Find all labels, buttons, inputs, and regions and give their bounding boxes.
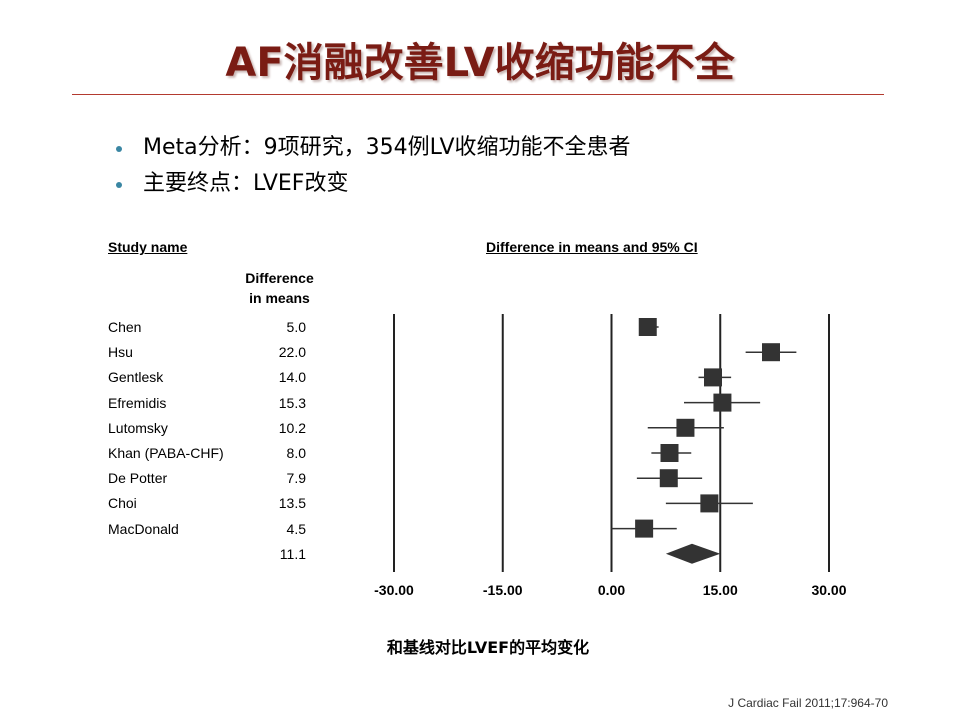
difference-value: 8.0 xyxy=(286,445,306,461)
effect-marker xyxy=(638,318,657,336)
title-divider xyxy=(72,94,884,95)
ci-header: Difference in means and 95% CI xyxy=(486,239,698,255)
citation: J Cardiac Fail 2011;17:964-70 xyxy=(728,696,888,710)
difference-header: Difference in means xyxy=(232,268,327,308)
difference-value: 15.3 xyxy=(278,394,306,411)
pooled-diamond xyxy=(665,543,721,564)
effect-marker xyxy=(659,469,678,488)
study-name: De Potter xyxy=(108,470,168,487)
difference-value: 10.2 xyxy=(278,419,306,436)
bullet-dot-icon xyxy=(116,182,122,188)
effect-marker xyxy=(635,519,654,538)
study-name: Gentlesk xyxy=(108,369,164,386)
difference-value: 5.0 xyxy=(286,319,306,335)
x-tick-label: -30.00 xyxy=(374,582,414,598)
bullet-dot-icon xyxy=(116,146,122,152)
study-name: Khan (PABA-CHF) xyxy=(108,445,224,461)
effect-marker xyxy=(713,393,732,412)
difference-value: 13.5 xyxy=(278,495,306,512)
x-tick-label: 30.00 xyxy=(811,582,846,598)
effect-marker xyxy=(660,444,679,462)
slide-title: AF消融改善LV收缩功能不全 xyxy=(225,40,735,86)
study-name: Hsu xyxy=(108,344,133,361)
pooled-difference-value: 11.1 xyxy=(279,545,306,562)
chart-caption: 和基线对比LVEF的平均变化 xyxy=(386,638,590,657)
effect-marker xyxy=(700,494,719,513)
difference-header-line2: in means xyxy=(249,290,310,306)
bullet-text: Meta分析：9项研究，354例LV收缩功能不全患者 xyxy=(143,135,631,160)
bullet-text: 主要终点：LVEF改变 xyxy=(143,171,349,196)
x-tick-label: 15.00 xyxy=(703,582,738,598)
study-name: Lutomsky xyxy=(108,419,168,436)
difference-value: 4.5 xyxy=(286,520,306,537)
study-name: Choi xyxy=(108,495,137,512)
bullet-item: Meta分析：9项研究，354例LV收缩功能不全患者 xyxy=(110,130,631,166)
study-name: Chen xyxy=(108,319,142,335)
difference-header-line1: Difference xyxy=(245,270,314,286)
effect-marker xyxy=(676,418,695,437)
study-name-header: Study name xyxy=(108,239,188,255)
effect-marker xyxy=(762,343,780,362)
effect-marker xyxy=(704,368,722,387)
x-tick-label: -15.00 xyxy=(483,582,523,598)
difference-value: 7.9 xyxy=(286,470,306,487)
study-name: Efremidis xyxy=(108,394,167,411)
x-tick-label: 0.00 xyxy=(598,582,625,598)
difference-value: 22.0 xyxy=(278,344,306,361)
bullet-item: 主要终点：LVEF改变 xyxy=(110,166,631,202)
difference-value: 14.0 xyxy=(278,369,306,386)
study-name: MacDonald xyxy=(108,520,179,537)
bullet-list: Meta分析：9项研究，354例LV收缩功能不全患者 主要终点：LVEF改变 xyxy=(110,130,631,202)
